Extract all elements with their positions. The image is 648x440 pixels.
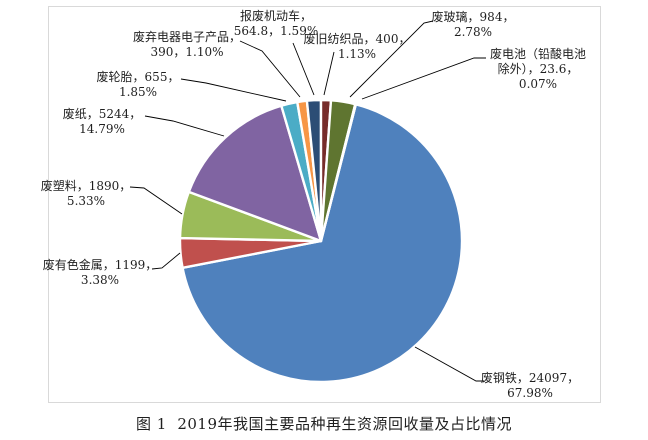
pie-slice-scrap-steel bbox=[181, 103, 464, 384]
leader-line-waste-plastics bbox=[129, 186, 183, 215]
leader-line-waste-electronics bbox=[239, 40, 301, 98]
leader-line-scrapped-vehicles bbox=[292, 42, 315, 96]
leader-line-waste-tires bbox=[180, 78, 287, 102]
leader-line-waste-batteries bbox=[361, 57, 486, 100]
leader-line-waste-textiles bbox=[323, 51, 335, 96]
leader-line-nonferrous-metals bbox=[151, 252, 181, 270]
leader-line-scrap-steel bbox=[414, 346, 484, 382]
pie-slice-waste-batteries bbox=[319, 103, 358, 243]
pie-slice-waste-paper bbox=[187, 104, 323, 243]
figure-caption: 图 1 2019年我国主要品种再生资源回收量及占比情况 bbox=[135, 415, 513, 433]
leader-line-waste-glass bbox=[349, 20, 434, 98]
leader-line-waste-paper bbox=[144, 115, 225, 137]
